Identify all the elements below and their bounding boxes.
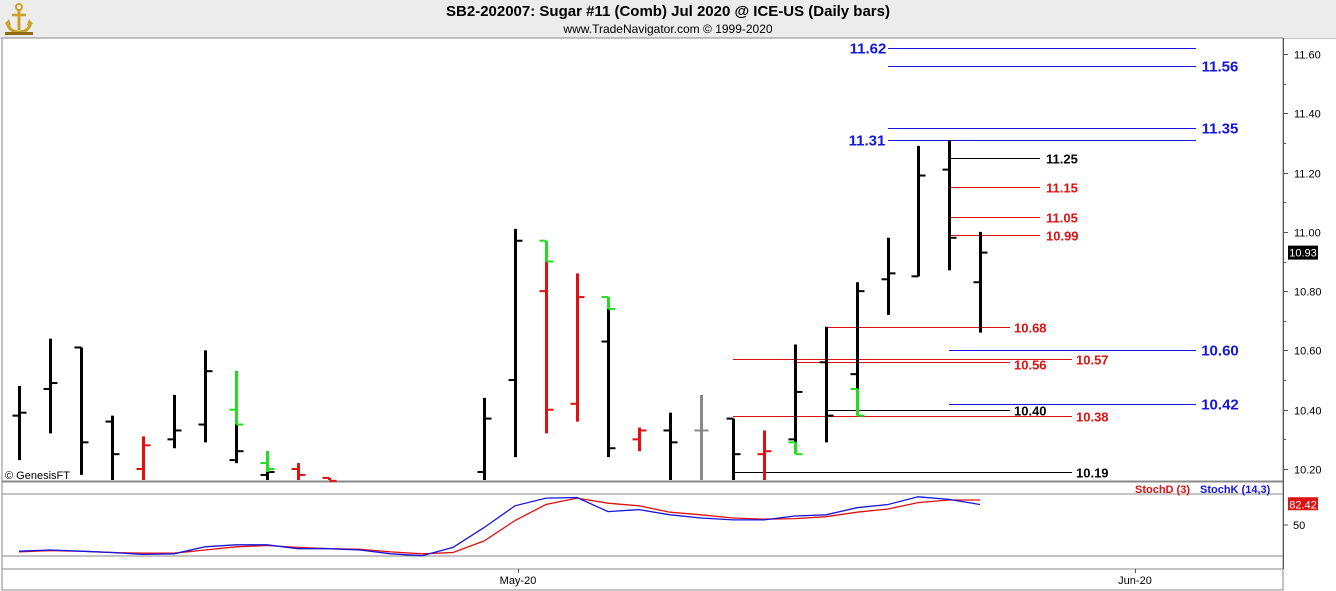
axis-tick-label: 11.20 bbox=[1294, 169, 1321, 181]
date-label: May-20 bbox=[500, 575, 537, 587]
price-axis: 11.60 11.40 11.20 11.00 10.80 10.60 10.40 10.20… bbox=[1283, 38, 1322, 569]
ohlc-bar bbox=[136, 436, 151, 480]
level-label: 10.99 bbox=[1046, 229, 1079, 244]
level-label: 10.40 bbox=[1014, 404, 1047, 419]
level-label: 11.56 bbox=[1202, 59, 1239, 76]
axis-tick-label: 10.60 bbox=[1294, 346, 1322, 358]
ohlc-bar bbox=[322, 476, 337, 482]
level-label: 10.57 bbox=[1076, 353, 1109, 368]
ohlc-bar bbox=[508, 228, 523, 458]
ohlc-bar bbox=[757, 430, 772, 480]
axis-tick-label: 10.80 bbox=[1294, 287, 1322, 299]
ohlc-bar bbox=[260, 451, 275, 472]
ohlc-bar bbox=[942, 139, 957, 271]
ohlc-bar bbox=[539, 239, 554, 263]
ohlc-bar bbox=[850, 282, 865, 389]
indicator-last-label: 82.42 bbox=[1289, 499, 1317, 511]
golden-anchor-icon bbox=[5, 3, 33, 35]
ohlc-bar bbox=[539, 261, 554, 434]
ohlc-bar bbox=[291, 463, 306, 480]
chart-frames bbox=[1, 37, 1284, 591]
ohlc-bar bbox=[74, 346, 89, 475]
level-label: 10.56 bbox=[1014, 358, 1047, 373]
ohlc-bar bbox=[788, 344, 803, 443]
axis-tick-label: 11.00 bbox=[1294, 228, 1321, 240]
copyright-label: © GenesisFT bbox=[5, 470, 70, 482]
level-label: 10.19 bbox=[1076, 466, 1109, 481]
ohlc-bar bbox=[12, 386, 27, 461]
ohlc-bar bbox=[105, 415, 120, 480]
axis-tick-label: 11.60 bbox=[1294, 50, 1321, 62]
ohlc-bar bbox=[632, 427, 647, 452]
ohlc-bar bbox=[229, 371, 244, 426]
legend-stochD: StochD (3) bbox=[1135, 484, 1190, 496]
ohlc-bar bbox=[601, 308, 616, 458]
date-axis-frame bbox=[1, 568, 1284, 591]
ohlc-bar bbox=[850, 387, 865, 417]
ohlc-bar bbox=[788, 441, 803, 456]
indicator-last-tag bbox=[1288, 497, 1318, 511]
level-label: 10.68 bbox=[1014, 321, 1047, 336]
ohlc-bar bbox=[167, 394, 182, 449]
level-label: 11.25 bbox=[1046, 152, 1078, 167]
ohlc-bar bbox=[570, 273, 585, 422]
axis-tick-label: 10.40 bbox=[1294, 406, 1322, 418]
level-label: 10.60 bbox=[1201, 343, 1239, 360]
level-label: 11.31 bbox=[849, 133, 886, 150]
axis-tick-label: 10.20 bbox=[1294, 465, 1322, 477]
level-label: 11.15 bbox=[1046, 181, 1078, 196]
chart-subtitle: www.TradeNavigator.com © 1999-2020 bbox=[563, 22, 773, 36]
last-price-label: 10.93 bbox=[1289, 248, 1317, 260]
ohlc-bar bbox=[694, 394, 709, 480]
ohlc-bar bbox=[973, 231, 988, 333]
indicator-tick-label: 50 bbox=[1293, 520, 1305, 532]
ohlc-bar bbox=[43, 338, 58, 434]
level-label: 11.62 bbox=[850, 41, 887, 58]
stochK-line bbox=[18, 496, 981, 557]
price-bars bbox=[12, 139, 988, 482]
chart-header: SB2-202007: Sugar #11 (Comb) Jul 2020 @ … bbox=[0, 0, 1336, 39]
ohlc-bar bbox=[881, 237, 896, 315]
date-label: Jun-20 bbox=[1118, 575, 1152, 587]
stochastic-panel: StochD (3) StochK (14,3) 50 82.42 bbox=[18, 484, 1318, 557]
level-label: 10.42 bbox=[1201, 397, 1239, 414]
level-label: 10.38 bbox=[1076, 410, 1109, 425]
last-price-tag bbox=[1288, 245, 1318, 260]
date-axis: May-20 Jun-20 bbox=[500, 569, 1152, 587]
legend-stochK: StochK (14,3) bbox=[1200, 484, 1271, 496]
main-plot-frame bbox=[1, 37, 1284, 482]
ohlc-bar bbox=[198, 350, 213, 443]
level-label: 11.05 bbox=[1046, 211, 1078, 226]
level-label: 11.35 bbox=[1202, 121, 1239, 138]
axis-tick-label: 11.40 bbox=[1294, 109, 1321, 121]
ohlc-bar bbox=[663, 412, 678, 480]
ohlc-bar bbox=[601, 296, 616, 310]
ohlc-bar bbox=[726, 417, 741, 480]
ohlc-bar bbox=[911, 145, 926, 278]
ohlc-bar bbox=[819, 326, 834, 443]
chart-title: SB2-202007: Sugar #11 (Comb) Jul 2020 @ … bbox=[446, 3, 890, 20]
ohlc-bar bbox=[477, 397, 492, 480]
